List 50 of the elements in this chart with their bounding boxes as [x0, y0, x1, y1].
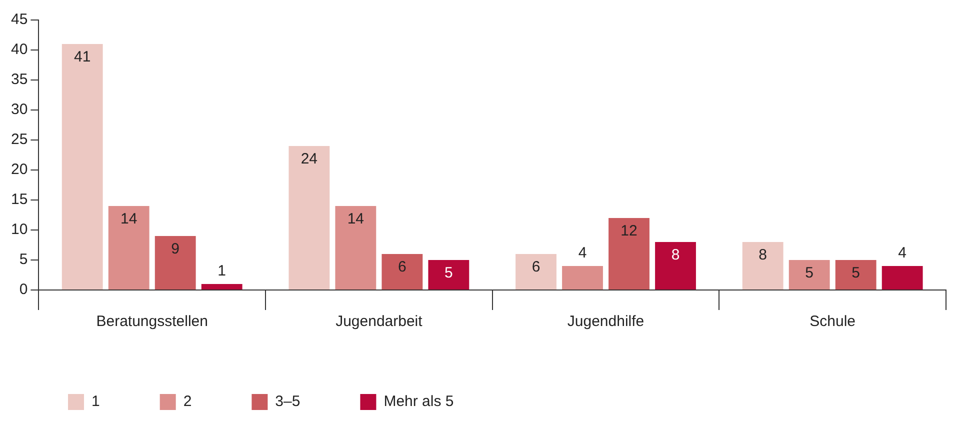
y-tick-label: 5: [19, 251, 28, 268]
y-tick-label: 20: [10, 161, 28, 178]
data-label: 12: [620, 222, 638, 240]
data-label: 8: [758, 246, 768, 264]
bar: [154, 236, 196, 290]
data-label: 41: [74, 48, 91, 66]
bar: [516, 254, 556, 290]
bar: [288, 146, 330, 290]
x-tick-label: Beratungsstellen: [96, 313, 208, 330]
bar: [788, 260, 830, 290]
bar: [835, 260, 876, 290]
bar: [742, 242, 784, 290]
bar: [335, 206, 376, 290]
bar: [608, 218, 650, 290]
data-label: 5: [444, 264, 453, 282]
x-tick-label: Jugendarbeit: [336, 313, 424, 330]
y-tick-label: 25: [10, 131, 28, 148]
bar: [882, 266, 923, 290]
x-tick-label: Schule: [810, 313, 856, 330]
data-label: 4: [898, 244, 907, 262]
data-label: 5: [805, 264, 814, 282]
y-tick-label: 0: [19, 281, 28, 298]
data-label: 8: [671, 246, 680, 264]
data-label: 1: [218, 262, 226, 280]
y-tick-label: 35: [10, 71, 28, 88]
legend-label: Mehr als 5: [384, 393, 454, 410]
data-label: 4: [578, 244, 587, 262]
bar: [428, 260, 470, 290]
data-label: 24: [300, 150, 318, 168]
y-tick-label: 45: [10, 11, 28, 28]
data-label: 6: [532, 258, 540, 276]
y-tick-label: 30: [10, 101, 28, 118]
bar: [108, 206, 150, 290]
y-tick-label: 40: [10, 41, 28, 58]
data-label: 14: [347, 210, 364, 228]
bar: [562, 266, 603, 290]
legend-label: 3–5: [275, 393, 300, 410]
bar: [655, 242, 696, 290]
x-tick-label: Jugendhilfe: [567, 313, 644, 330]
data-label: 9: [171, 240, 180, 258]
legend-label: 1: [92, 393, 100, 410]
data-label: 6: [398, 258, 406, 276]
bar: [382, 254, 423, 290]
bar: [201, 284, 242, 290]
legend-label: 2: [183, 393, 192, 410]
y-tick-label: 10: [10, 221, 28, 238]
data-label: 14: [120, 210, 138, 228]
data-label: 5: [852, 264, 860, 282]
bar: [62, 44, 103, 290]
y-tick-label: 15: [10, 191, 28, 208]
